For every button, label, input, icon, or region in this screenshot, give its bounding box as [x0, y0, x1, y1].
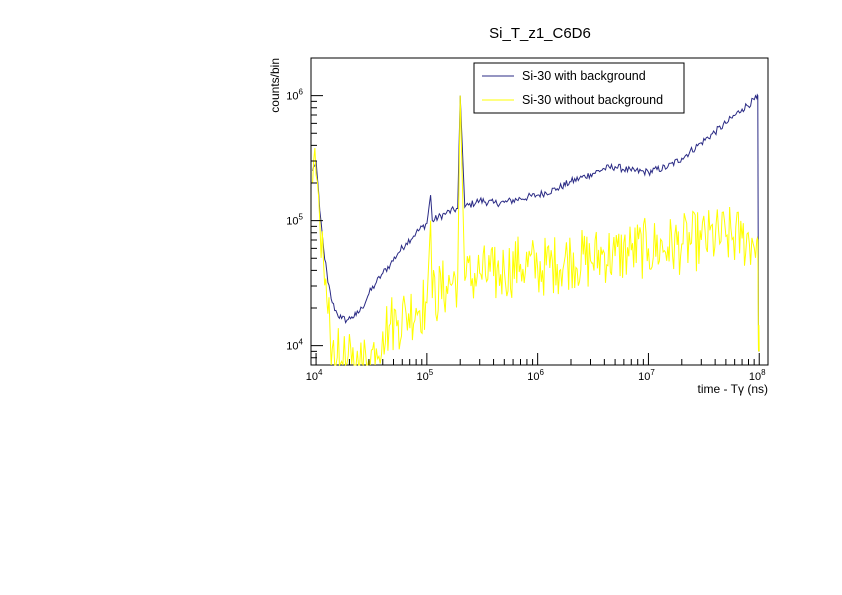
- x-tick-label: 107: [638, 368, 655, 383]
- axes-layer: [311, 57, 760, 366]
- series-layer: [312, 93, 760, 367]
- legend: Si-30 with background Si-30 without back…: [473, 62, 685, 114]
- tick-label-layer: 104 105 106 107 108 104 105 106: [286, 88, 766, 383]
- x-tick-label: 106: [527, 368, 544, 383]
- plot-area-border: [310, 57, 769, 366]
- legend-label-with-background: Si-30 with background: [522, 69, 646, 83]
- y-tick-label: 104: [286, 338, 303, 353]
- plot-frame: [310, 57, 769, 366]
- series-line-without-background: [312, 95, 760, 367]
- y-axis-label: counts/bin: [268, 58, 282, 113]
- x-tick-label: 104: [306, 368, 323, 383]
- y-tick-label: 106: [286, 88, 303, 103]
- y-tick-label: 105: [286, 213, 303, 228]
- x-axis-label: time - Tγ (ns): [698, 382, 768, 396]
- x-tick-label: 105: [417, 368, 434, 383]
- legend-label-without-background: Si-30 without background: [522, 93, 663, 107]
- chart-title-text: Si_T_z1_C6D6: [489, 25, 591, 42]
- chart-title: Si_T_z1_C6D6: [489, 25, 591, 42]
- series-line-with-background: [312, 93, 760, 352]
- legend-box: [473, 62, 685, 114]
- x-tick-label: 108: [749, 368, 766, 383]
